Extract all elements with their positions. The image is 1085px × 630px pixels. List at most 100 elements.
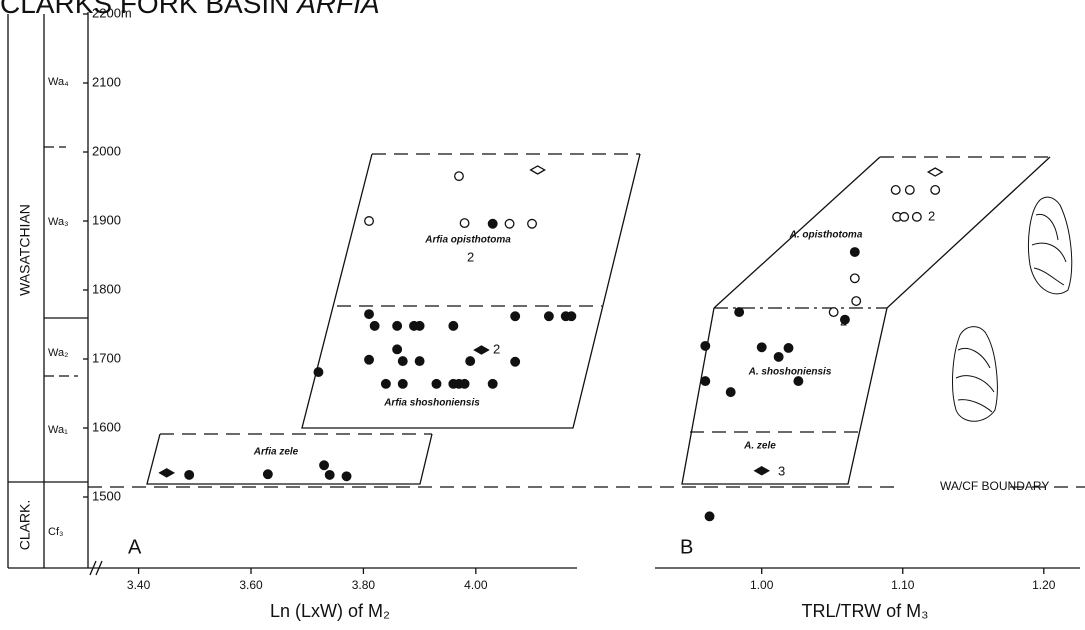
y-tick-label: 2100 bbox=[92, 74, 121, 89]
point bbox=[392, 344, 403, 355]
diamond-point bbox=[926, 167, 944, 177]
point bbox=[828, 307, 839, 318]
strat-column: WASATCHIAN CLARK. Wa₄ Wa₃ Wa₂ Wa₁ Cf₃ bbox=[7, 14, 88, 569]
y-tick-label: 1600 bbox=[92, 419, 121, 434]
x-tick-label: 3.40 bbox=[127, 578, 151, 592]
annotation: 2 bbox=[467, 249, 474, 264]
point bbox=[414, 356, 425, 367]
x-tick-label: 4.00 bbox=[464, 578, 488, 592]
region-label: A. zele bbox=[743, 441, 776, 452]
point bbox=[397, 356, 408, 367]
zone-label: Wa₄ bbox=[48, 76, 69, 88]
region-label: Arfia shoshoniensis bbox=[383, 398, 480, 409]
point bbox=[773, 351, 784, 362]
x-tick-label: 1.20 bbox=[1032, 578, 1056, 592]
point bbox=[319, 460, 330, 471]
point bbox=[793, 376, 804, 387]
x-tick-label: 3.60 bbox=[239, 578, 263, 592]
point bbox=[851, 296, 862, 306]
point bbox=[510, 311, 521, 322]
point bbox=[448, 320, 459, 331]
point bbox=[849, 247, 860, 258]
epoch-label: WASATCHIAN bbox=[17, 204, 33, 296]
point bbox=[734, 307, 745, 318]
point bbox=[510, 356, 521, 367]
x-tick-label: 1.00 bbox=[750, 578, 774, 592]
zone-label: Wa₃ bbox=[48, 216, 69, 228]
point bbox=[783, 343, 794, 353]
point bbox=[364, 309, 374, 320]
diamond-point bbox=[529, 165, 546, 175]
x-axis-label: Ln (LxW) of M₂ bbox=[270, 601, 390, 621]
point bbox=[454, 171, 464, 182]
diamond-point bbox=[473, 345, 490, 355]
point bbox=[725, 387, 736, 398]
point bbox=[543, 311, 554, 322]
point bbox=[459, 218, 470, 229]
point bbox=[324, 469, 335, 480]
point bbox=[890, 184, 901, 195]
region-label: A. shoshoniensis bbox=[748, 367, 832, 378]
point bbox=[431, 378, 442, 389]
x-axis-label: TRL/TRW of M₃ bbox=[801, 601, 928, 621]
point bbox=[527, 218, 537, 229]
diamond-point bbox=[753, 466, 771, 476]
zone-label: Cf₃ bbox=[48, 526, 63, 538]
panel-label: B bbox=[680, 536, 693, 558]
point bbox=[899, 211, 910, 222]
region-outlines bbox=[146, 153, 1051, 485]
point bbox=[414, 320, 425, 331]
panel-label: A bbox=[128, 536, 142, 558]
point bbox=[904, 184, 915, 195]
zone-label: Wa₁ bbox=[48, 424, 68, 436]
point bbox=[704, 511, 715, 522]
point bbox=[465, 356, 476, 367]
y-tick-label: 1800 bbox=[92, 281, 121, 296]
title-text: CLARKS FORK BASIN bbox=[0, 0, 289, 19]
region-label: A. opisthotoma bbox=[789, 230, 863, 241]
point bbox=[839, 314, 850, 325]
zone-label: Wa₂ bbox=[48, 347, 68, 359]
region-label: Arfia opisthotoma bbox=[424, 235, 511, 246]
point bbox=[364, 354, 374, 365]
diamond-point bbox=[158, 468, 175, 478]
point bbox=[369, 320, 380, 331]
point bbox=[487, 378, 498, 389]
point bbox=[380, 378, 391, 389]
y-tick-label: 2200m bbox=[92, 5, 132, 20]
title-genus: ARFIA bbox=[295, 0, 379, 19]
y-tick-label: 1500 bbox=[92, 488, 121, 503]
boundary-label: WA/CF BOUNDARY bbox=[940, 479, 1049, 493]
point bbox=[397, 378, 408, 389]
point bbox=[911, 211, 922, 222]
point bbox=[487, 218, 498, 229]
point bbox=[392, 320, 403, 331]
y-tick-label: 1700 bbox=[92, 350, 121, 365]
annotation: 2 bbox=[493, 341, 500, 356]
x-tick-label: 1.10 bbox=[891, 578, 915, 592]
x-tick-label: 3.80 bbox=[352, 578, 376, 592]
point bbox=[262, 469, 273, 480]
point bbox=[756, 342, 767, 353]
y-tick-label: 2000 bbox=[92, 143, 121, 158]
point bbox=[313, 367, 324, 378]
region-label: Arfia zele bbox=[253, 447, 299, 458]
epoch-label: CLARK. bbox=[17, 500, 33, 551]
point bbox=[504, 218, 515, 229]
axis-break bbox=[89, 560, 103, 576]
point bbox=[700, 376, 711, 387]
point bbox=[364, 216, 374, 226]
point bbox=[849, 273, 860, 284]
annotation: 3 bbox=[778, 463, 785, 478]
point bbox=[566, 311, 577, 322]
tooth-sketch bbox=[952, 196, 1073, 422]
point bbox=[459, 378, 470, 389]
point bbox=[930, 184, 941, 195]
point bbox=[184, 469, 195, 480]
point bbox=[700, 340, 711, 351]
annotation: 2 bbox=[928, 208, 935, 223]
y-tick-label: 1900 bbox=[92, 212, 121, 227]
title: CLARKS FORK BASIN ARFIA bbox=[0, 0, 380, 19]
point bbox=[341, 471, 352, 482]
